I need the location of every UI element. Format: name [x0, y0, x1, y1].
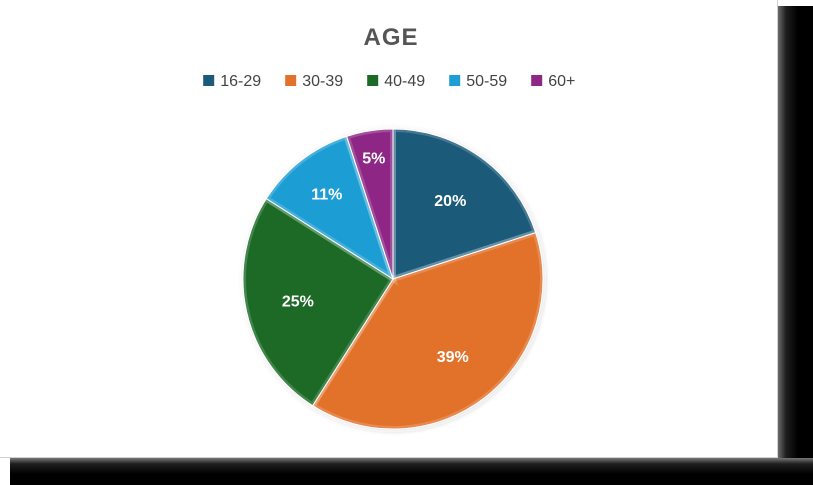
- frame-shadow-right: [778, 6, 813, 485]
- pie-chart: AGE 16-29 30-39 40-49 50-59 60+ 20% 39% 25% 11%…: [203, 24, 575, 432]
- legend-label-16-29: 16-29: [220, 73, 261, 90]
- pie-slices: [240, 125, 546, 432]
- pie-label-40-49: 25%: [282, 293, 314, 310]
- pie-label-50-59: 11%: [311, 187, 342, 204]
- pie-slice-bevel-30-39: [308, 228, 546, 432]
- pie-slice-labels: 20% 39% 25% 11% 5%: [282, 151, 469, 367]
- pie-slice-bevel-16-29: [390, 125, 540, 284]
- legend-swatch-16-29: [203, 75, 215, 86]
- legend-swatch-30-39: [285, 75, 297, 86]
- legend-label-60plus: 60+: [548, 73, 575, 90]
- chart-legend: 16-29 30-39 40-49 50-59 60+: [203, 73, 575, 90]
- legend-swatch-40-49: [367, 75, 379, 86]
- pie-slice-bevel-40-49: [240, 194, 398, 410]
- pie-label-30-39: 39%: [437, 349, 469, 366]
- pie-slice-bevel-50-59: [262, 132, 399, 286]
- pie-label-16-29: 20%: [434, 193, 466, 210]
- legend-label-50-59: 50-59: [466, 73, 507, 90]
- pie-slice-bevel-60plus: [342, 125, 396, 280]
- legend-swatch-60plus: [531, 75, 543, 86]
- pie-label-60plus: 5%: [362, 151, 385, 168]
- legend-label-40-49: 40-49: [384, 73, 425, 90]
- chart-card: AGE 16-29 30-39 40-49 50-59 60+ 20% 39% 25% 11%…: [0, 0, 778, 458]
- chart-title: AGE: [363, 24, 418, 51]
- frame-shadow-bottom: [10, 458, 813, 485]
- legend-swatch-50-59: [449, 75, 461, 86]
- legend-label-30-39: 30-39: [302, 73, 343, 90]
